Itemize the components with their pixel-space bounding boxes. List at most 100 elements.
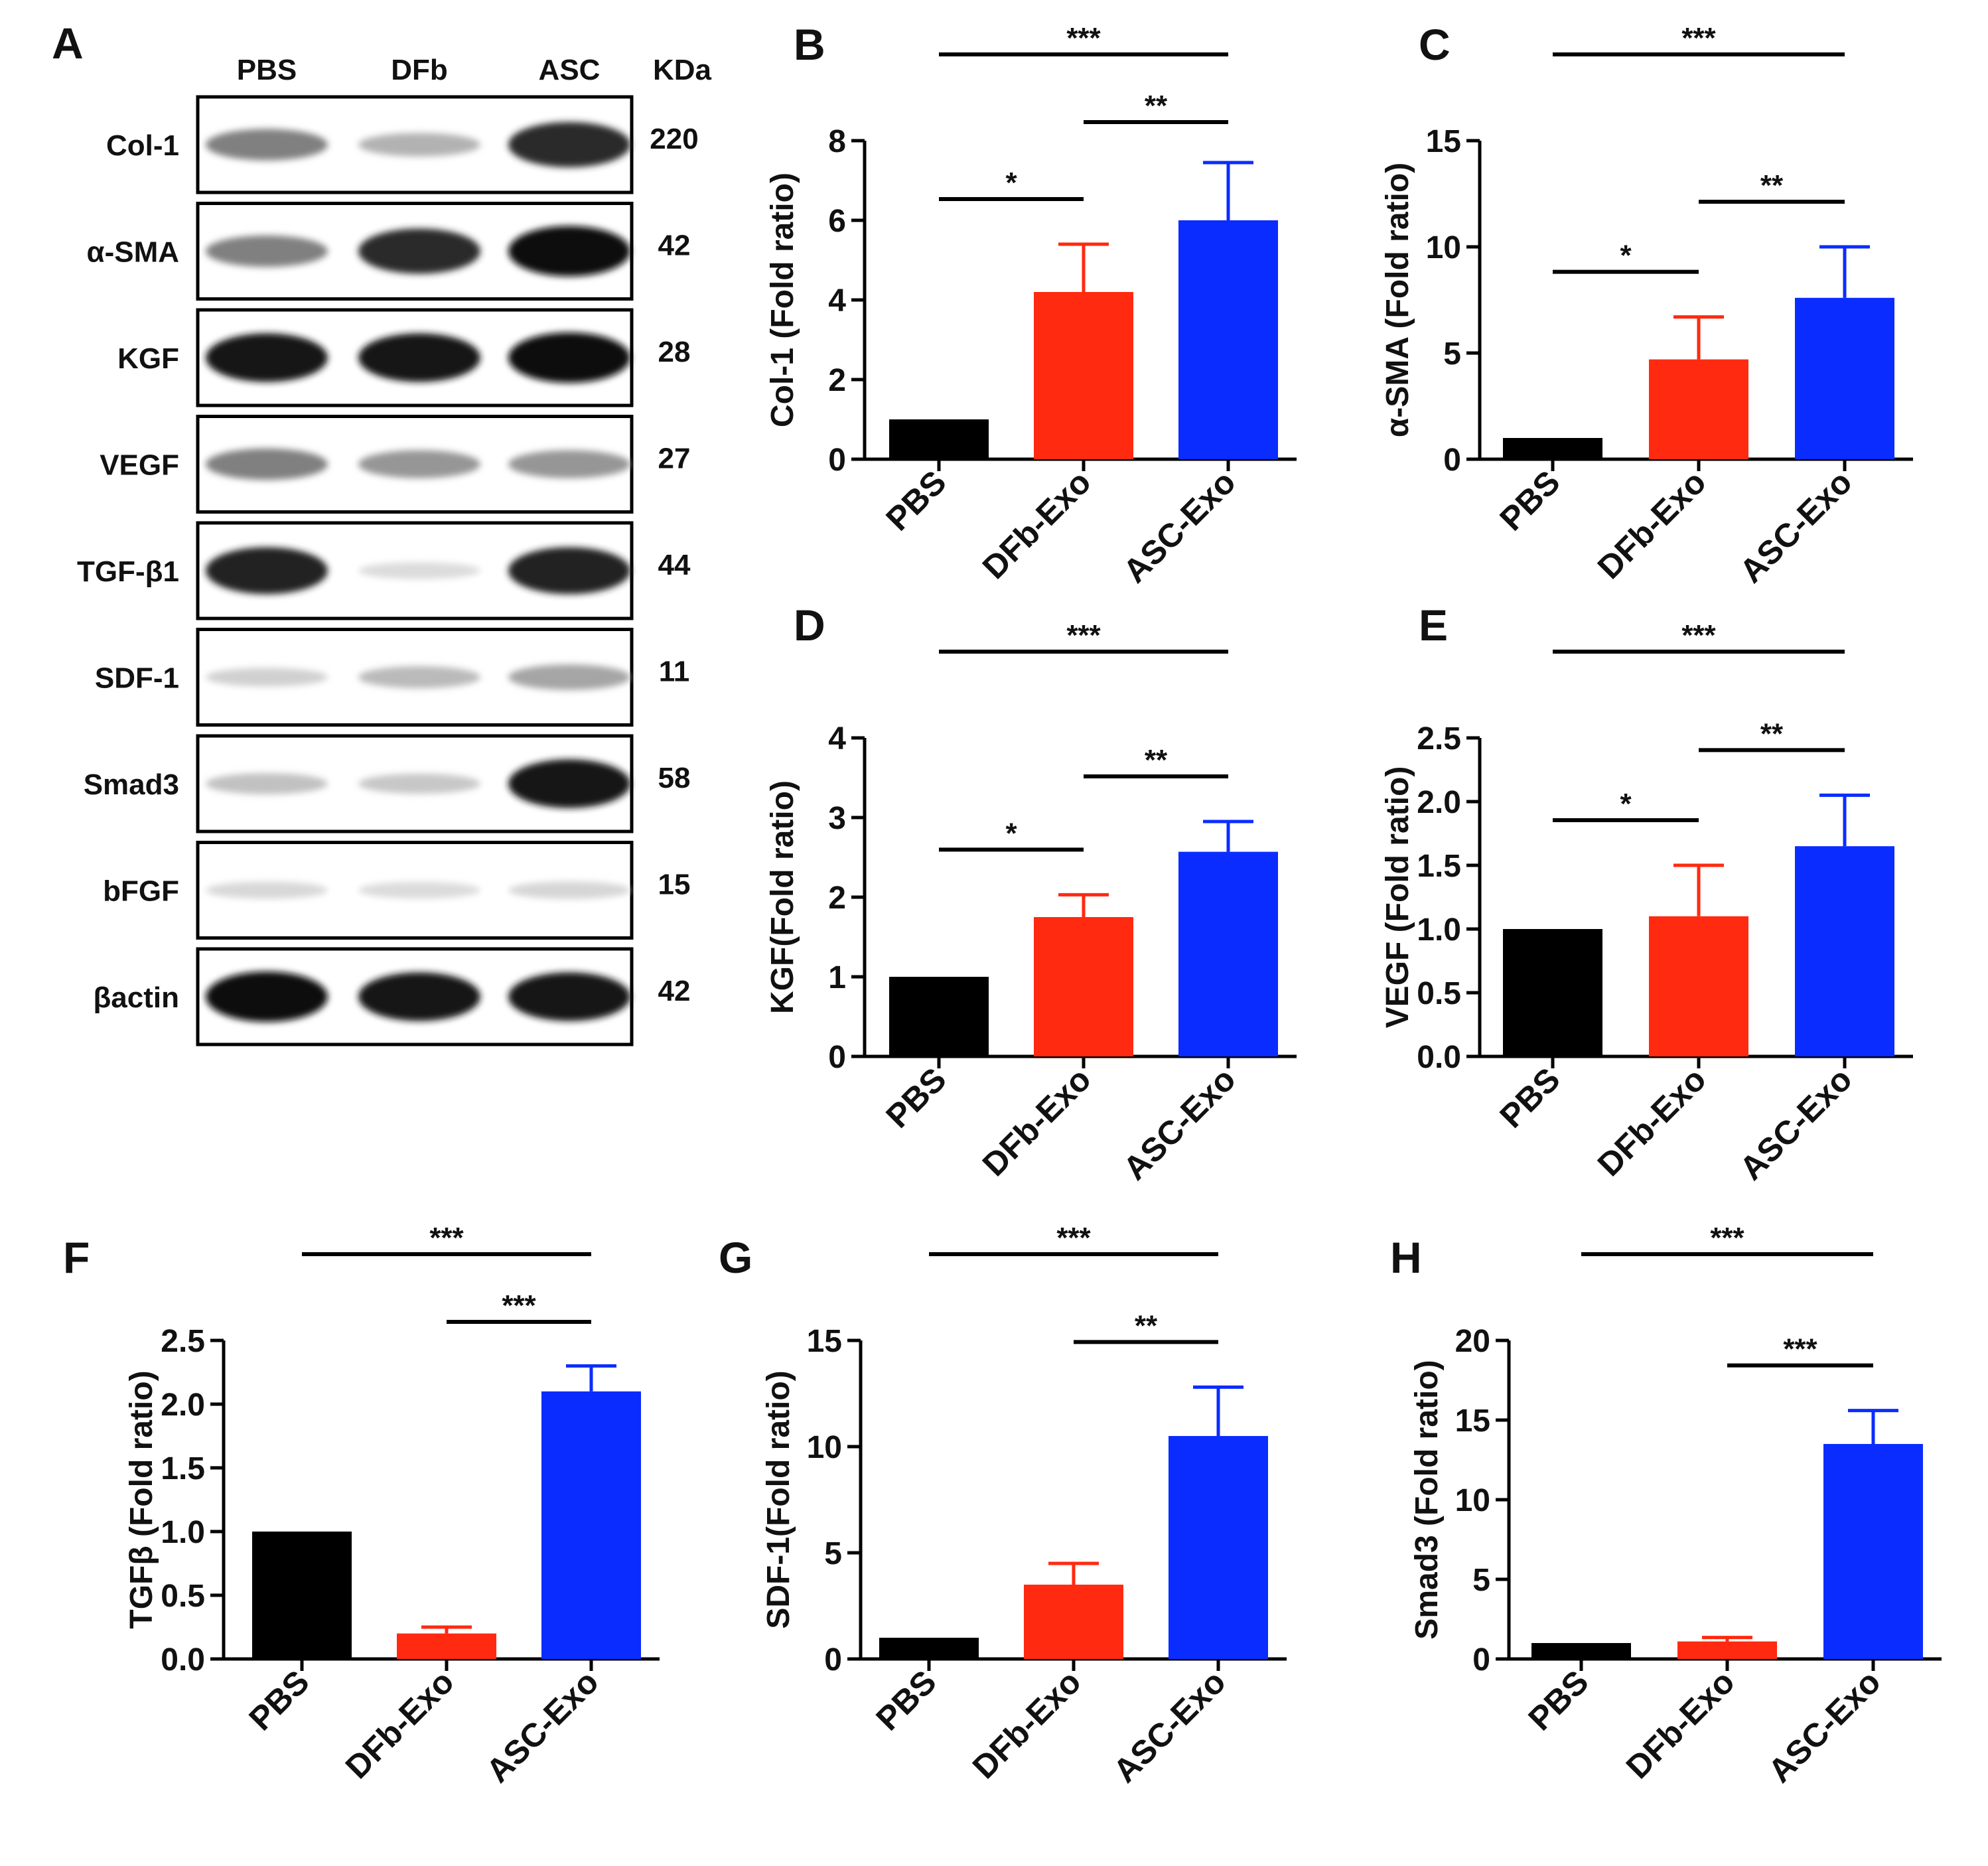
bar	[397, 1633, 496, 1659]
bar	[1178, 220, 1278, 459]
blot-band	[358, 562, 480, 579]
y-tick-label: 0	[1472, 1642, 1490, 1678]
panel-letter: E	[1419, 601, 1448, 650]
significance-label: ***	[1681, 619, 1716, 652]
bar	[1649, 359, 1748, 459]
y-tick-label: 0	[828, 443, 846, 478]
blot-band	[508, 121, 630, 168]
blot-band	[206, 235, 328, 267]
panel-letter: C	[1419, 20, 1451, 69]
significance-label: ***	[1056, 1222, 1091, 1254]
y-tick-label: 2.5	[161, 1324, 205, 1359]
blot-band	[508, 664, 630, 690]
significance-label: *	[1005, 817, 1017, 849]
blot-band	[508, 547, 630, 595]
blot-band	[358, 450, 480, 478]
bar	[1795, 846, 1894, 1056]
x-tick-label: PBS	[1521, 1663, 1595, 1737]
kda-value: 42	[658, 975, 691, 1007]
y-axis-label: α-SMA (Fold ratio)	[1380, 163, 1415, 437]
y-tick-label: 0	[828, 1040, 846, 1075]
y-tick-label: 0.5	[161, 1579, 205, 1614]
y-tick-label: 10	[807, 1430, 842, 1465]
x-tick-label: PBS	[869, 1663, 943, 1737]
panel-letter: G	[719, 1233, 752, 1282]
bar	[1169, 1436, 1268, 1659]
y-tick-label: 1.0	[1417, 912, 1461, 948]
lane-label: DFb	[391, 54, 448, 86]
significance-label: *	[1005, 167, 1017, 199]
y-tick-label: 0.5	[1417, 976, 1461, 1011]
significance-label: *	[1620, 788, 1632, 820]
y-tick-label: 2.5	[1417, 721, 1461, 756]
y-tick-label: 2	[828, 881, 846, 916]
western-blot-panel: A PBS DFb ASC KDa Col-1 220 α-SMA 42 KGF 28 VEGF 27 T…	[52, 19, 712, 1046]
y-axis-label: VEGF (Fold ratio)	[1380, 766, 1415, 1029]
x-tick-label: PBS	[242, 1663, 316, 1737]
y-tick-label: 15	[807, 1324, 842, 1359]
panel-letter: F	[63, 1233, 90, 1282]
lane-label: PBS	[237, 54, 297, 86]
x-tick-label: DFb-Exo	[1591, 463, 1713, 586]
blot-band	[508, 332, 630, 383]
y-tick-label: 8	[828, 124, 846, 159]
lane-label: ASC	[539, 54, 601, 86]
kda-value: 15	[658, 869, 691, 901]
x-tick-label: DFb-Exo	[975, 463, 1098, 586]
significance-label: **	[1760, 717, 1784, 750]
significance-label: ***	[1066, 22, 1101, 54]
y-axis-label: Col-1 (Fold ratio)	[765, 173, 800, 427]
bar	[1531, 1643, 1631, 1659]
blot-band	[358, 333, 480, 382]
protein-label: VEGF	[100, 449, 179, 482]
kda-value: 58	[658, 762, 691, 794]
blot-band	[358, 972, 480, 1021]
significance-label: *	[1620, 240, 1632, 272]
bar	[879, 1638, 979, 1659]
bar	[1034, 917, 1133, 1056]
x-tick-label: ASC-Exo	[1106, 1663, 1233, 1790]
bar	[541, 1391, 641, 1659]
y-tick-label: 5	[1472, 1563, 1490, 1598]
blot-band	[206, 448, 328, 480]
blot-band	[358, 133, 480, 157]
protein-label: KGF	[117, 342, 179, 375]
blot-band	[206, 547, 328, 595]
y-tick-label: 2.0	[1417, 785, 1461, 820]
blot-band	[206, 971, 328, 1022]
blot-band	[358, 881, 480, 899]
y-tick-label: 5	[1443, 336, 1461, 372]
x-tick-label: ASC-Exo	[479, 1663, 606, 1790]
kda-header: KDa	[653, 54, 712, 86]
significance-label: ***	[1066, 619, 1101, 652]
y-tick-label: 10	[1426, 230, 1461, 265]
bar	[1178, 851, 1278, 1056]
y-tick-label: 0	[1443, 443, 1461, 478]
x-tick-label: DFb-Exo	[338, 1663, 461, 1786]
y-axis-label: KGF(Fold ratio)	[765, 780, 800, 1014]
x-tick-label: DFb-Exo	[1619, 1663, 1742, 1786]
x-tick-label: DFb-Exo	[965, 1663, 1088, 1786]
y-tick-label: 15	[1426, 124, 1461, 159]
bar	[1823, 1444, 1923, 1659]
y-tick-label: 10	[1455, 1483, 1490, 1518]
y-tick-label: 6	[828, 204, 846, 239]
chart-panel: C 0 5 10 15 α-SMA (Fold ratio) PBS DFb-Exo ASC-E…	[1380, 20, 1913, 590]
significance-label: ***	[1710, 1222, 1744, 1254]
x-tick-label: PBS	[879, 1060, 953, 1135]
bar	[1795, 297, 1894, 459]
bar	[1024, 1585, 1123, 1659]
x-tick-label: DFb-Exo	[1591, 1060, 1713, 1183]
y-tick-label: 3	[828, 801, 846, 836]
blot-band	[508, 881, 630, 899]
y-tick-label: 1	[828, 960, 846, 995]
protein-label: bFGF	[103, 875, 179, 908]
kda-value: 44	[658, 549, 691, 581]
y-tick-label: 2	[828, 363, 846, 398]
x-tick-label: PBS	[1492, 1060, 1567, 1135]
kda-value: 42	[658, 230, 691, 262]
y-tick-label: 0	[824, 1642, 842, 1678]
bar	[889, 977, 989, 1056]
blot-band	[508, 759, 630, 808]
